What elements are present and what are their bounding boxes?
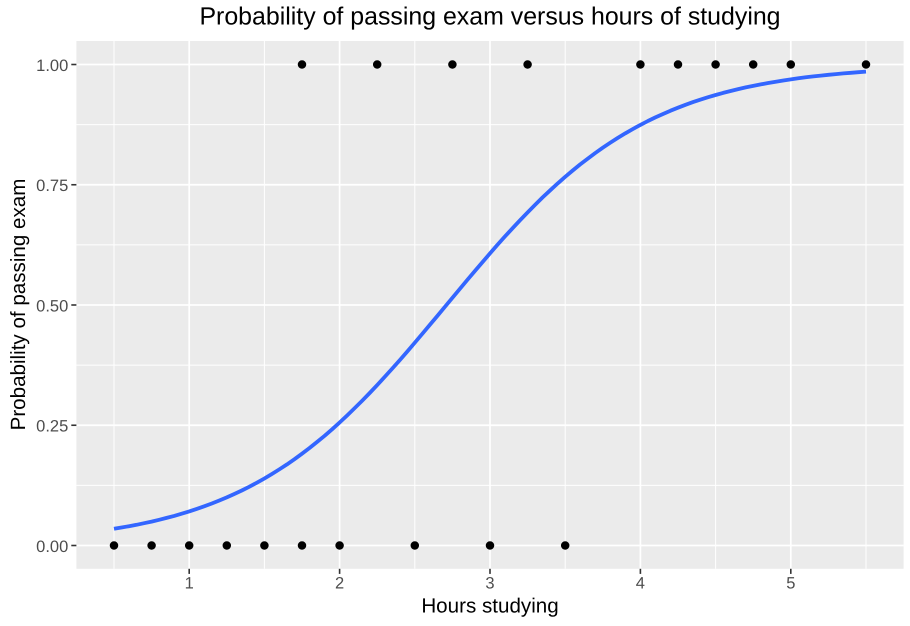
svg-text:0.75: 0.75 (36, 177, 68, 195)
svg-text:Probability of passing exam: Probability of passing exam (7, 179, 30, 431)
svg-text:2: 2 (335, 575, 344, 593)
svg-text:1.00: 1.00 (36, 57, 68, 75)
svg-text:Probability of passing exam ve: Probability of passing exam versus hours… (199, 3, 780, 31)
svg-text:0.25: 0.25 (36, 418, 68, 436)
svg-text:3: 3 (485, 575, 494, 593)
svg-text:0.00: 0.00 (36, 538, 68, 556)
svg-text:4: 4 (636, 575, 645, 593)
svg-text:1: 1 (185, 575, 194, 593)
svg-text:5: 5 (786, 575, 795, 593)
svg-text:Hours studying: Hours studying (421, 595, 558, 618)
svg-text:0.50: 0.50 (36, 297, 68, 315)
